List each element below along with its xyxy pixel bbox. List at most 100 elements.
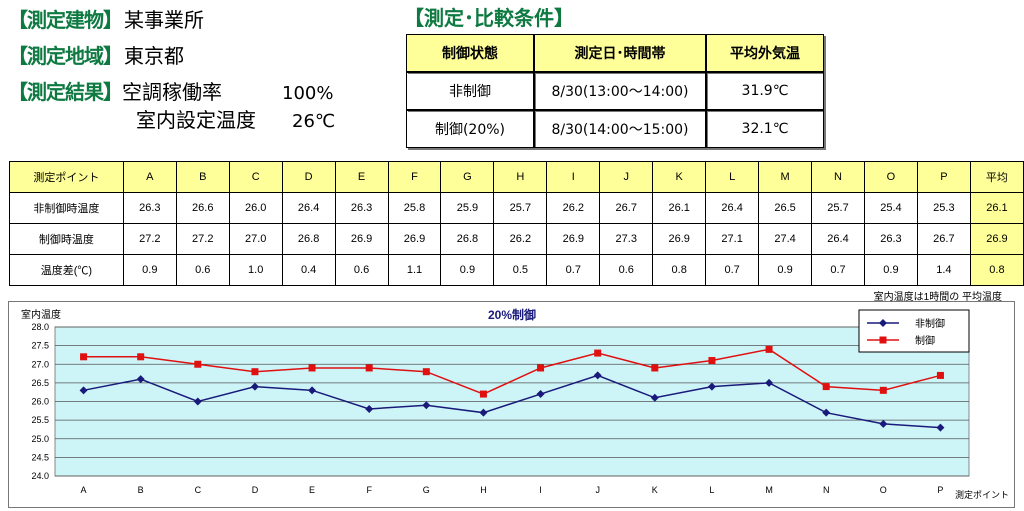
table-cell: 26.7	[916, 223, 971, 255]
data-point	[422, 368, 430, 376]
table-cell: 27.0	[228, 223, 283, 255]
conditions-cell: 32.1℃	[706, 110, 824, 148]
table-cell: 0.7	[546, 254, 601, 286]
table-cell: 0.4	[281, 254, 336, 286]
table-cell: 26.9	[546, 223, 601, 255]
info-block: 【測定建物】 某事業所 【測定地域】 東京都 【測定結果】 空調稼働率 100%…	[8, 4, 335, 134]
table-cell: 26.2	[493, 223, 548, 255]
table-cell: 26.3	[334, 192, 389, 224]
table-column-header: I	[546, 161, 601, 193]
table-cell: 27.3	[599, 223, 654, 255]
x-tick-label: G	[423, 485, 430, 495]
data-point	[536, 390, 545, 399]
table-cell: 26.6	[175, 192, 230, 224]
table-column-header: F	[387, 161, 442, 193]
y-tick-label: 24.0	[31, 471, 49, 481]
area-row: 【測定地域】 東京都	[8, 40, 335, 76]
table-column-header: L	[705, 161, 760, 193]
data-point	[250, 382, 259, 391]
x-tick-label: F	[366, 485, 372, 495]
table-note: 室内温度は1時間の 平均温度	[873, 292, 1002, 303]
conditions-header-cell: 平均外気温	[706, 34, 824, 72]
data-point	[194, 360, 202, 368]
chart-title: 20%制御	[488, 307, 536, 322]
y-tick-label: 25.5	[31, 415, 49, 425]
x-tick-label: P	[937, 485, 943, 495]
table-column-header: H	[493, 161, 548, 193]
x-tick-label: K	[652, 485, 658, 495]
area-value: 東京都	[124, 44, 184, 68]
table-row: 非制御時温度 26.3 26.6 26.0 26.4 26.3 25.8 25.9 25.7 26…	[9, 192, 1024, 224]
conditions-row: 非制御 8/30(13:00～14:00) 31.9℃	[406, 72, 824, 110]
table-cell: 1.0	[228, 254, 283, 286]
table-cell: 26.7	[599, 192, 654, 224]
data-point	[765, 345, 773, 353]
building-row: 【測定建物】 某事業所	[8, 4, 335, 40]
table-cell: 26.1	[652, 192, 707, 224]
series-line-uncontrolled	[83, 374, 941, 429]
table-row: 温度差(℃) 0.9 0.6 1.0 0.4 0.6 1.1 0.9 0.5 0.7 0.6 0.8 0…	[9, 254, 1024, 286]
table-cell: 26.5	[758, 192, 813, 224]
legend-marker	[879, 336, 887, 344]
data-point	[765, 378, 774, 387]
x-tick-label: H	[480, 485, 487, 495]
chart-frame: 24.0 24.5 25.0 25.5 26.0 26.5 27.0 27.5 28.0 A B C D…	[8, 301, 1015, 508]
data-point	[593, 371, 602, 380]
data-point	[594, 349, 602, 357]
table-cell: 25.8	[387, 192, 442, 224]
data-point	[822, 383, 830, 391]
data-point	[879, 419, 888, 428]
table-cell: 25.3	[916, 192, 971, 224]
table-cell: 0.9	[440, 254, 495, 286]
line-chart: 24.0 24.5 25.0 25.5 26.0 26.5 27.0 27.5 28.0 A B C D…	[21, 307, 1009, 500]
conditions-header-cell: 制御状態	[406, 34, 534, 72]
table-cell: 26.2	[546, 192, 601, 224]
result-row: 【測定結果】 空調稼働率 100%	[8, 76, 335, 104]
table-row-label: 制御時温度	[9, 223, 124, 255]
conditions-cell: 制御(20%)	[406, 110, 534, 148]
building-value: 某事業所	[124, 8, 204, 32]
x-tick-label: O	[880, 485, 887, 495]
conditions-header-row: 制御状態 測定日･時間帯 平均外気温	[406, 34, 824, 72]
table-row-label: 温度差(℃)	[9, 254, 124, 286]
x-axis-label: 測定ポイント	[955, 489, 1009, 500]
y-axis-label: 室内温度	[21, 308, 61, 321]
setpoint-value: 26℃	[292, 111, 336, 132]
setpoint-row: 室内設定温度 26℃	[136, 104, 335, 134]
table-cell: 27.2	[122, 223, 177, 255]
y-tick-label: 26.5	[31, 378, 49, 388]
y-tick-label: 27.0	[31, 359, 49, 369]
table-cell: 26.0	[228, 192, 283, 224]
legend-marker	[879, 319, 887, 327]
table-cell: 26.4	[811, 223, 865, 255]
table-cell: 26.8	[281, 223, 336, 255]
table-column-header: M	[758, 161, 813, 193]
table-cell: 25.7	[493, 192, 548, 224]
table-column-header: 平均	[969, 161, 1024, 193]
table-cell: 26.3	[863, 223, 918, 255]
x-tick-label: E	[309, 485, 315, 495]
table-cell: 25.9	[440, 192, 495, 224]
data-point	[479, 408, 488, 417]
table-cell: 26.9	[334, 223, 389, 255]
table-column-header: C	[228, 161, 283, 193]
data-point	[308, 364, 316, 372]
table-header-row: 測定ポイント A B C D E F G H I J K L M N O P 平均	[9, 161, 1024, 193]
data-point	[80, 353, 88, 361]
table-column-header: K	[652, 161, 707, 193]
data-point	[79, 386, 88, 395]
table-cell: 1.1	[387, 254, 442, 286]
table-cell: 0.9	[122, 254, 177, 286]
conditions-table: 制御状態 測定日･時間帯 平均外気温 非制御 8/30(13:00～14:00)…	[406, 34, 824, 148]
table-cell: 0.6	[175, 254, 230, 286]
conditions-cell: 非制御	[406, 72, 534, 110]
x-tick-label: I	[539, 485, 542, 495]
conditions-cell: 31.9℃	[706, 72, 824, 110]
data-point	[822, 408, 831, 417]
data-point	[936, 371, 944, 379]
table-column-header: E	[334, 161, 389, 193]
data-point	[879, 386, 887, 394]
table-cell: 0.6	[334, 254, 389, 286]
series-line-controlled	[83, 348, 941, 395]
data-point	[537, 364, 545, 372]
